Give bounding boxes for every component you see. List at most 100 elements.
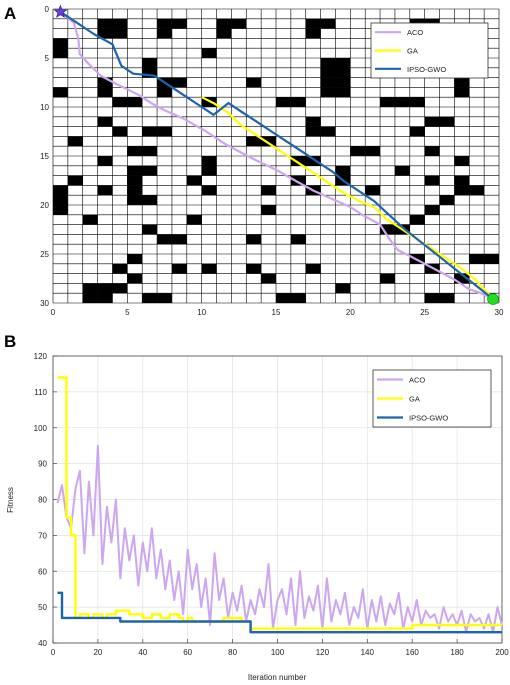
obstacle-cell [454, 273, 470, 284]
panel-b-y-tick: 50 [38, 603, 47, 612]
obstacle-cell [246, 234, 262, 245]
panel-a-y-tick: 25 [40, 250, 49, 259]
panel-b-x-tick: 0 [51, 648, 56, 657]
obstacle-cell [424, 205, 440, 215]
series-line-aco [56, 444, 503, 634]
obstacle-cell [97, 185, 113, 196]
panel-b-label: B [4, 332, 16, 351]
obstacle-cell [261, 273, 276, 284]
panel-b-x-tick: 60 [183, 648, 192, 657]
panel-b-x-tick: 20 [93, 648, 102, 657]
panel-b-x-tick: 100 [271, 648, 285, 657]
panel-b-x-tick: 180 [450, 648, 464, 657]
obstacle-cell [112, 283, 128, 294]
obstacle-cell [276, 97, 291, 107]
obstacle-cell [320, 18, 336, 29]
obstacle-cell [246, 136, 262, 147]
path-line-aco [59, 11, 494, 301]
panel-b-x-tick: 80 [228, 648, 237, 657]
obstacle-cell [157, 28, 172, 39]
obstacle-cell [127, 165, 143, 176]
obstacle-cell [53, 48, 68, 58]
obstacle-cell [82, 214, 98, 225]
obstacle-cell [142, 165, 158, 176]
obstacle-cell [305, 156, 321, 166]
obstacle-cell [216, 28, 232, 39]
obstacle-cell [454, 175, 470, 186]
obstacle-cell [320, 126, 336, 137]
panel-a-x-tick: 10 [197, 308, 206, 317]
obstacle-cell [350, 146, 366, 156]
obstacle-cell [127, 97, 143, 107]
obstacle-cell [97, 283, 113, 294]
panel-a-x-tick: 25 [420, 308, 429, 317]
obstacle-cell [142, 146, 158, 156]
path-line-ipso-gwo [59, 10, 494, 300]
obstacle-cell [142, 67, 158, 78]
obstacle-cell [424, 146, 440, 156]
obstacle-cell [380, 224, 395, 235]
obstacle-cell [127, 175, 143, 186]
obstacle-cell [171, 263, 187, 274]
obstacle-cell [246, 77, 262, 88]
obstacle-cell [97, 28, 113, 39]
obstacle-cell [335, 58, 351, 68]
start-star-marker [53, 4, 68, 18]
obstacle-cell [97, 18, 113, 29]
obstacle-cell [171, 77, 187, 88]
obstacle-cell [112, 18, 128, 29]
obstacle-cell [365, 185, 381, 196]
obstacle-cell [365, 146, 381, 156]
obstacle-cell [454, 87, 470, 98]
obstacle-cell [439, 293, 455, 303]
obstacle-cell [320, 58, 336, 68]
legend-label-ipso-gwo: IPSO-GWO [407, 65, 446, 74]
obstacle-cell [335, 67, 351, 78]
goal-marker [487, 293, 499, 305]
obstacle-cell [380, 273, 395, 284]
obstacle-cell [320, 77, 336, 88]
obstacle-cell [276, 293, 291, 303]
obstacle-cell [216, 18, 232, 29]
obstacle-cell [335, 87, 351, 98]
obstacle-cell [112, 97, 128, 107]
panel-a-x-tick: 5 [125, 308, 130, 317]
panel-b-y-tick: 80 [38, 496, 47, 505]
panel-b-x-tick: 200 [495, 648, 509, 657]
obstacle-cell [157, 87, 172, 98]
obstacle-cell [290, 234, 306, 245]
obstacle-cell [454, 185, 470, 196]
obstacle-cell [53, 87, 68, 98]
legend-label-ga: GA [407, 47, 418, 56]
obstacle-cell [394, 165, 410, 176]
obstacle-cell [469, 254, 485, 264]
obstacle-cell [424, 175, 440, 186]
obstacle-cell [305, 116, 321, 127]
obstacle-cell [186, 175, 202, 186]
obstacle-cell [246, 263, 262, 274]
panel-b-y-tick: 70 [38, 531, 47, 540]
panel-a-y-tick: 15 [40, 152, 49, 161]
obstacle-cell [261, 185, 276, 196]
obstacle-cell [127, 254, 143, 264]
panel-a-x-tick: 15 [272, 308, 281, 317]
obstacle-cell [305, 126, 321, 137]
obstacle-cell [127, 185, 143, 196]
panel-b-fitness-chart: 0 20 40 60 80 100 120 140 160 180 200 40 50 60 70 80 90 1… [34, 352, 510, 657]
obstacle-cell [290, 175, 306, 186]
obstacle-cell [261, 136, 276, 147]
obstacle-cell [409, 126, 425, 137]
obstacle-cell [290, 293, 306, 303]
obstacle-cell [424, 116, 440, 127]
panel-b-y-tick: 90 [38, 460, 47, 469]
obstacle-cell [394, 97, 410, 107]
obstacle-cell [157, 293, 172, 303]
panel-b-y-tick: 40 [38, 639, 47, 648]
obstacle-cell [171, 18, 187, 29]
panel-b-y-tick: 60 [38, 567, 47, 576]
obstacle-cell [201, 97, 217, 107]
panel-a-label: A [4, 4, 16, 23]
obstacle-cell [201, 263, 217, 274]
